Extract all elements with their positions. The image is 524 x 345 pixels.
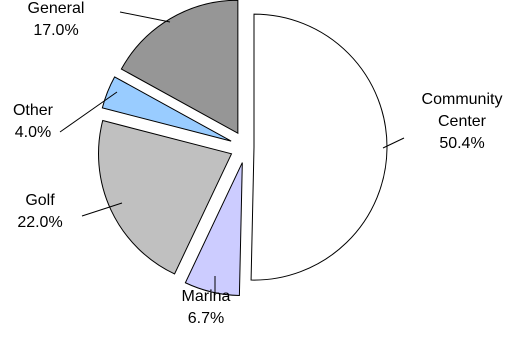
pie-slice-marina xyxy=(184,162,243,297)
leader-line-general xyxy=(119,11,171,23)
leader-line-other xyxy=(59,91,118,133)
leader-line-community-center xyxy=(382,137,405,149)
slice-label-general: General 17.0% xyxy=(28,0,85,39)
pie-slice-other xyxy=(101,76,232,142)
pie-slice-golf xyxy=(98,119,233,275)
slice-label-other: Other 4.0% xyxy=(13,102,54,141)
pie-slice-general xyxy=(120,0,239,135)
slice-label-community-center: Community Center 50.4% xyxy=(422,91,503,152)
pie-slice-community-center xyxy=(250,13,388,281)
leader-lines xyxy=(59,11,405,293)
leader-line-golf xyxy=(81,202,123,217)
slice-labels: Community Center 50.4% Marina 6.7% Golf 22.0% O… xyxy=(13,0,502,327)
slice-label-marina: Marina 6.7% xyxy=(182,288,231,327)
pie-slices xyxy=(98,0,388,297)
slice-label-golf: Golf 22.0% xyxy=(17,192,62,231)
